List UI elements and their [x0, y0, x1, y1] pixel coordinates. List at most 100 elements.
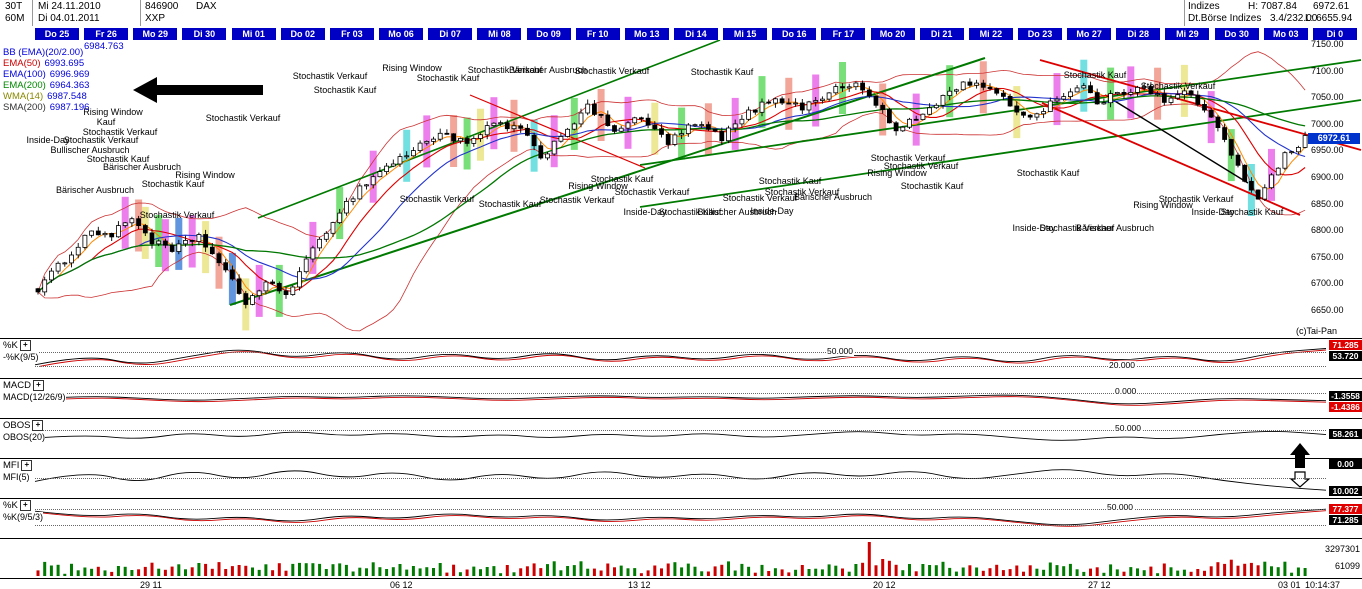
price-axis-label: 6650.00	[1311, 305, 1344, 315]
panel-separator	[0, 378, 1362, 379]
candle-body	[954, 89, 959, 92]
candle-body	[276, 282, 282, 292]
candle-body	[156, 240, 162, 245]
chart-plot-area[interactable]: Rising Window Kauf Stochastik Verkauf Insid…	[0, 40, 1362, 338]
candle-body	[223, 262, 229, 271]
group-name: Indizes	[1188, 1, 1220, 12]
candle-body	[457, 138, 463, 142]
candle-body	[1202, 104, 1207, 111]
panel-expand-button[interactable]: +	[19, 500, 31, 511]
indicator-value-badge: 53.720	[1329, 351, 1362, 361]
bottom-axis-line	[0, 578, 1362, 579]
candle-body	[444, 132, 450, 135]
candle-body	[511, 125, 517, 130]
candle-body	[82, 234, 88, 248]
panel-separator	[0, 458, 1362, 459]
candle-body	[665, 134, 671, 145]
reference-level-line	[35, 478, 1326, 479]
candle-body	[330, 222, 336, 234]
indicator-panel-label[interactable]: MACD +	[3, 380, 44, 391]
legend-item: EMA(100) 6996.969	[3, 68, 89, 81]
candle-body	[1296, 147, 1301, 153]
chart-date-primary: Mi 24.11.2010	[38, 1, 101, 12]
candle-body	[706, 124, 711, 130]
panel-expand-button[interactable]: +	[21, 460, 33, 471]
candle-body	[1161, 93, 1167, 103]
date-axis-label: Mi 01	[231, 28, 276, 40]
candle-body	[183, 239, 188, 245]
panel-expand-button[interactable]: +	[19, 340, 31, 351]
candle-body	[746, 109, 751, 120]
candle-body	[471, 138, 477, 144]
candle-body	[250, 295, 255, 305]
indicator-value-badge: -1.4386	[1329, 402, 1362, 412]
panel-expand-button[interactable]: +	[32, 420, 44, 431]
group-name-2: Dt.Börse Indizes	[1188, 13, 1262, 24]
indicator-value-badge: 58.261	[1329, 429, 1362, 439]
date-axis-label: Mo 13	[624, 28, 669, 40]
candle-body	[880, 104, 886, 111]
indicator-value-badge: 77.377	[1329, 504, 1362, 514]
indicator-panel-label[interactable]: %K +	[3, 500, 31, 511]
candle-body	[196, 234, 202, 242]
price-axis-label: 7100.00	[1311, 65, 1344, 76]
price-axis-label: 6900.00	[1311, 172, 1344, 182]
legend-value: 6993.695	[44, 57, 85, 69]
candle-body	[531, 134, 537, 147]
bb-value: 6984.763	[84, 41, 124, 52]
candle-body	[243, 293, 249, 305]
panel-expand-button[interactable]: +	[32, 380, 44, 391]
candle-body	[967, 81, 973, 86]
candle-body	[927, 107, 932, 115]
candle-body	[820, 98, 825, 101]
date-axis-label: Mo 27	[1067, 28, 1112, 40]
candle-body	[1282, 152, 1288, 169]
candle-body	[1235, 154, 1241, 166]
candle-body	[907, 118, 912, 128]
trend-line	[1104, 94, 1249, 184]
date-axis: Do 25 Fr 26 Mo 29 Di 30 Mi 01 Do 02 Fr 03 Mo 06…	[0, 0, 1362, 40]
time-axis-label: 06 12	[390, 580, 413, 589]
candle-body	[1228, 139, 1234, 156]
indicator-panel-label[interactable]: %K +	[3, 340, 31, 351]
candle-body	[109, 232, 115, 238]
candle-body	[176, 243, 182, 252]
price-axis-label: 6950.00	[1311, 145, 1344, 156]
candle-body	[162, 240, 168, 246]
candle-body	[357, 185, 363, 200]
candle-body	[397, 156, 403, 165]
indicator-curve	[34, 348, 1327, 367]
candle-body	[994, 88, 1000, 94]
candle-body	[806, 101, 812, 111]
indicator-panel-label[interactable]: OBOS +	[3, 420, 44, 431]
indicator-panel-label[interactable]: MFI +	[3, 460, 33, 471]
legend-label: EMA(100)	[3, 68, 46, 80]
left-arrow-annotation	[133, 77, 263, 103]
candle-body	[464, 138, 470, 144]
candle-body	[236, 278, 242, 294]
timeframe-secondary: 60M	[5, 13, 25, 24]
candle-body	[1014, 105, 1020, 113]
reference-level-line	[35, 508, 1326, 510]
candle-body	[136, 218, 142, 226]
candle-body	[263, 281, 269, 292]
legend-value: 6987.196	[49, 101, 90, 113]
reference-level-label: 50.000	[1114, 423, 1142, 433]
header-divider	[140, 0, 141, 26]
date-axis-label: Mo 03	[1263, 28, 1308, 40]
date-axis-label: Mi 15	[723, 28, 768, 40]
trend-line	[639, 99, 1362, 208]
candle-body	[75, 246, 81, 256]
candle-body	[364, 184, 369, 187]
current-price-badge: 6972.61	[1308, 133, 1360, 144]
session-high: H: 7087.84	[1248, 1, 1297, 12]
date-axis-label: Do 23	[1018, 28, 1062, 40]
candle-body	[323, 232, 329, 240]
candle-body	[585, 103, 591, 114]
date-axis-label: Do 25	[35, 28, 79, 40]
indicator-value-badge: 0.00	[1329, 459, 1362, 469]
trend-line	[1041, 102, 1301, 216]
reference-level-label: 50.000	[1106, 502, 1134, 512]
candle-body	[1175, 94, 1181, 99]
candle-body	[846, 86, 852, 89]
